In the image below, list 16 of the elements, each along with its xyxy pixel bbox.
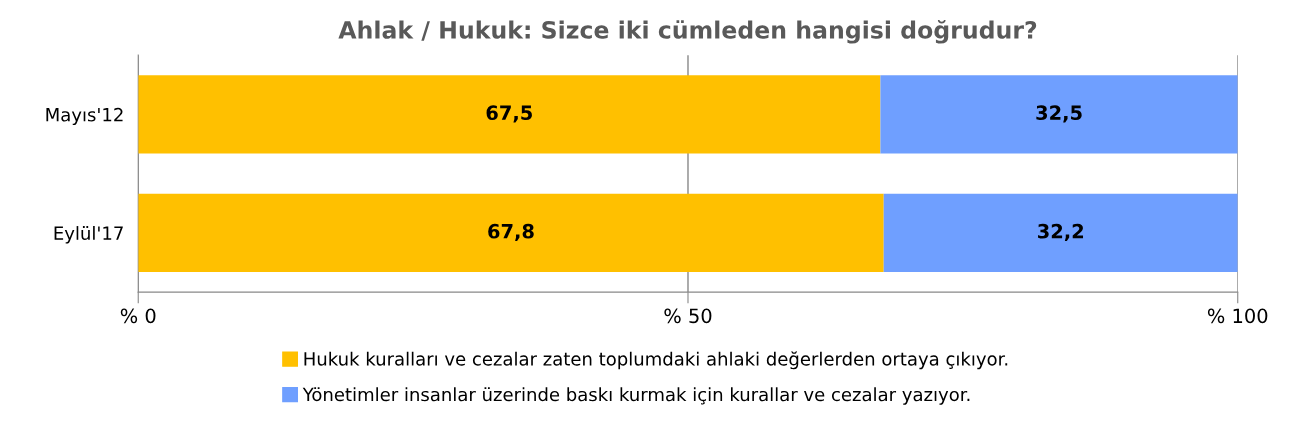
x-tick-label: % 0 (120, 308, 156, 324)
data-label: 67,8 (488, 223, 534, 242)
chart-title: Ahlak / Hukuk: Sizce iki cümleden hangisi doğrudur? (338, 19, 1037, 44)
bar (883, 193, 1238, 273)
legend-label: Hukuk kuralları ve cezalar zaten toplumdaki ahlaki değerlerden ortaya çıkıyor. (304, 351, 1008, 370)
y-tick-label: Eylül'17 (54, 226, 123, 244)
data-label: 32,2 (1038, 223, 1084, 242)
legend-label: Yönetimler insanlar üzerinde baskı kurmak için kurallar ve cezalar yazıyor. (302, 387, 970, 405)
bar (138, 75, 881, 154)
x-tick-label: % 100 (1207, 308, 1268, 324)
data-label: 67,5 (486, 105, 532, 123)
y-tick-label: Mayıs'12 (46, 107, 123, 126)
bar (880, 75, 1238, 154)
x-tick-label: % 50 (664, 308, 712, 324)
data-label: 32,5 (1036, 105, 1082, 123)
bar (138, 193, 884, 273)
